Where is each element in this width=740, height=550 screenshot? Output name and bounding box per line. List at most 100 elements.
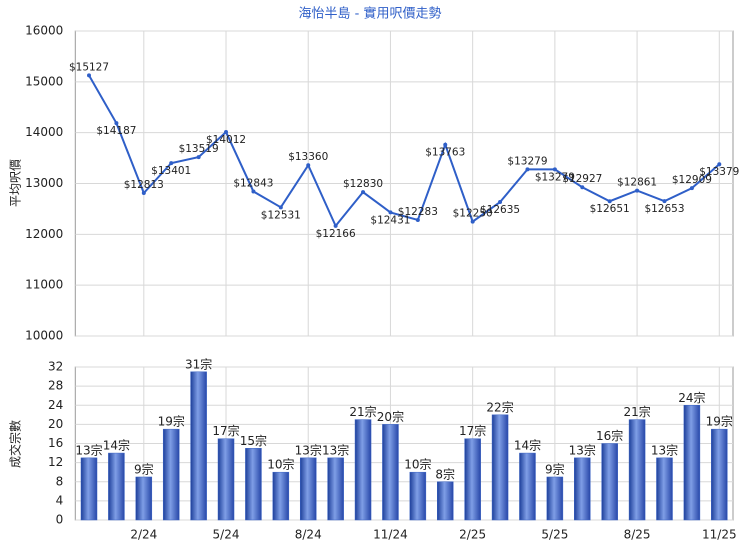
point bbox=[141, 191, 146, 196]
data-label: $13519 bbox=[179, 143, 219, 155]
point bbox=[388, 210, 393, 215]
data-label: $13360 bbox=[288, 151, 328, 163]
data-label: $13401 bbox=[151, 165, 191, 177]
bar bbox=[437, 481, 454, 521]
y-tick-label: 14000 bbox=[25, 125, 63, 139]
data-label: 8宗 bbox=[435, 466, 455, 481]
point bbox=[169, 161, 174, 166]
y-tick-label: 11000 bbox=[25, 278, 63, 292]
point bbox=[251, 189, 256, 194]
bar bbox=[162, 428, 180, 521]
point bbox=[689, 186, 694, 191]
bar bbox=[135, 476, 153, 521]
data-label: 17宗 bbox=[212, 423, 239, 438]
data-label: 19宗 bbox=[158, 414, 185, 429]
data-label: $12909 bbox=[672, 174, 712, 186]
bar bbox=[80, 457, 98, 521]
data-label: 21宗 bbox=[349, 404, 376, 419]
data-label: $12635 bbox=[480, 204, 520, 216]
data-label: $12861 bbox=[617, 177, 657, 189]
bar bbox=[546, 476, 564, 521]
data-label: 15宗 bbox=[240, 433, 267, 448]
y-tick-label: 15000 bbox=[25, 74, 63, 88]
data-label: $13279 bbox=[507, 155, 547, 167]
data-label: 14宗 bbox=[103, 438, 130, 453]
data-label: $12813 bbox=[124, 179, 164, 191]
y-axis-label: 成交宗數 bbox=[8, 420, 23, 468]
y-tick-label: 16 bbox=[48, 436, 63, 450]
point bbox=[498, 200, 503, 205]
data-label: $12927 bbox=[562, 173, 602, 185]
bar bbox=[656, 457, 673, 521]
data-label: 20宗 bbox=[377, 409, 404, 424]
data-label: $12830 bbox=[343, 178, 383, 190]
data-label: $12653 bbox=[644, 203, 684, 215]
data-label: 31宗 bbox=[185, 356, 212, 371]
data-label: $12843 bbox=[233, 177, 273, 189]
data-label: 13宗 bbox=[75, 442, 102, 457]
point bbox=[580, 185, 585, 190]
point bbox=[196, 155, 201, 160]
bar bbox=[245, 448, 262, 521]
data-label: $12431 bbox=[370, 214, 410, 226]
x-tick-label: 2/25 bbox=[459, 528, 486, 542]
point bbox=[662, 199, 667, 204]
data-label: 17宗 bbox=[459, 423, 486, 438]
bar bbox=[464, 438, 481, 521]
bar bbox=[711, 428, 728, 521]
y-tick-label: 24 bbox=[48, 398, 63, 412]
data-label: $15127 bbox=[69, 61, 109, 73]
data-label: $14012 bbox=[206, 134, 246, 146]
point bbox=[361, 190, 366, 195]
bar bbox=[108, 452, 125, 521]
point bbox=[470, 219, 475, 224]
data-label: 22宗 bbox=[486, 399, 513, 414]
point bbox=[333, 223, 338, 228]
data-label: 14宗 bbox=[514, 438, 541, 453]
point bbox=[607, 199, 612, 204]
point bbox=[635, 188, 640, 193]
y-tick-label: 8 bbox=[56, 474, 64, 488]
y-axis-label: 平均呎價 bbox=[9, 159, 23, 207]
x-tick-label: 5/25 bbox=[541, 528, 568, 542]
point bbox=[114, 121, 119, 126]
point bbox=[525, 167, 530, 172]
y-tick-label: 10000 bbox=[25, 329, 63, 343]
data-label: $12651 bbox=[590, 203, 630, 215]
point bbox=[306, 163, 311, 168]
bar bbox=[409, 471, 427, 521]
data-label: 13宗 bbox=[651, 442, 678, 457]
y-tick-label: 0 bbox=[56, 513, 64, 527]
bar bbox=[217, 438, 235, 521]
x-tick-label: 8/24 bbox=[295, 528, 322, 542]
x-tick-label: 5/24 bbox=[213, 528, 240, 542]
data-label: 10宗 bbox=[404, 457, 431, 472]
data-label: $14187 bbox=[96, 125, 136, 137]
data-label: 24宗 bbox=[678, 390, 705, 405]
bar bbox=[628, 419, 646, 521]
bar bbox=[190, 371, 207, 521]
x-tick-label: 11/24 bbox=[373, 528, 408, 542]
data-label: 9宗 bbox=[134, 461, 154, 476]
bar bbox=[601, 443, 618, 521]
data-label: $13379 bbox=[699, 166, 739, 178]
point bbox=[278, 205, 283, 210]
bar bbox=[683, 405, 701, 521]
data-label: $12531 bbox=[261, 209, 301, 221]
point bbox=[552, 167, 557, 172]
point bbox=[87, 73, 92, 78]
data-label: 10宗 bbox=[267, 457, 294, 472]
bar bbox=[299, 457, 317, 521]
data-label: $13763 bbox=[425, 147, 465, 159]
data-label: 9宗 bbox=[545, 461, 565, 476]
bar bbox=[574, 457, 591, 521]
point bbox=[224, 130, 229, 135]
data-label: 13宗 bbox=[322, 442, 349, 457]
chart-title: 海怡半島 - 實用呎價走勢 bbox=[299, 6, 442, 22]
bar bbox=[354, 419, 372, 521]
data-label: $13279 bbox=[535, 171, 575, 183]
data-label: 19宗 bbox=[706, 414, 733, 429]
x-tick-label: 2/24 bbox=[130, 528, 157, 542]
y-tick-label: 20 bbox=[48, 417, 63, 431]
bar bbox=[382, 424, 399, 521]
